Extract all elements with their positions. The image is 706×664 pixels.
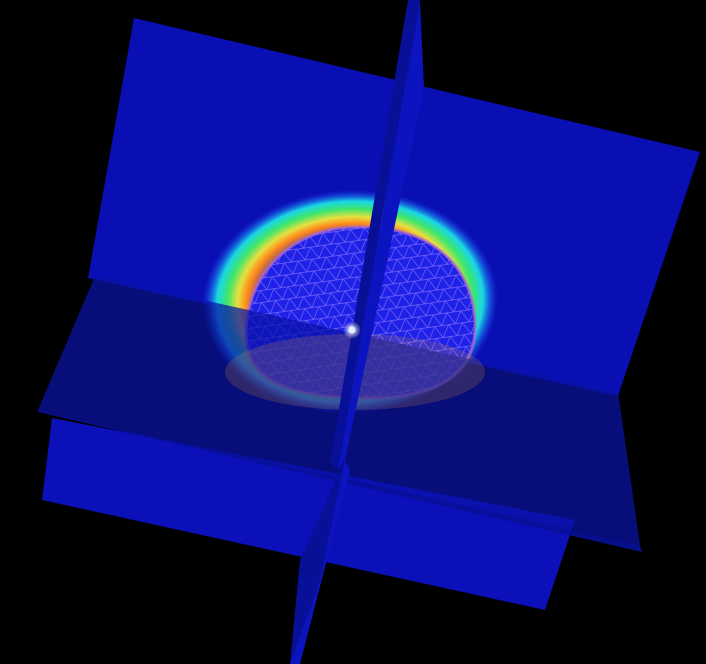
lower-vertical-plane (42, 418, 575, 610)
thin-vertical-plane-lower (290, 460, 345, 664)
thin-vertical-plane-lower-face (290, 460, 350, 664)
highlight-core (348, 326, 356, 334)
thin-vertical-plane-upper (338, 0, 424, 470)
thin-vertical-plane-upper-edge (330, 0, 420, 470)
